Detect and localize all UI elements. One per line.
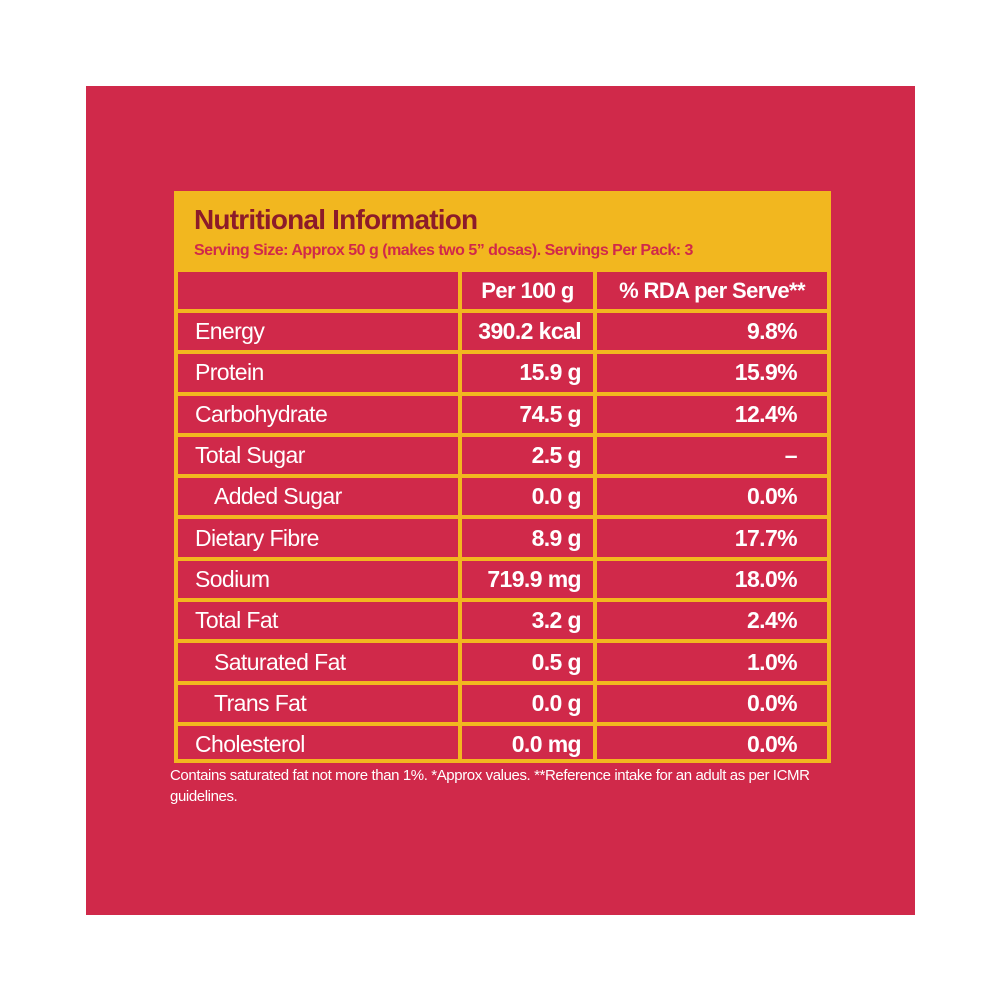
nutrient-name: Added Sugar <box>214 483 342 510</box>
table-row: Added Sugar 0.0 g 0.0% <box>178 474 827 516</box>
nutrient-name: Cholesterol <box>195 731 305 758</box>
nutrient-name: Sodium <box>195 565 270 592</box>
rda-value: 2.4% <box>593 602 827 640</box>
footnote: Contains saturated fat not more than 1%.… <box>170 767 810 805</box>
table-row: Saturated Fat 0.5 g 1.0% <box>178 639 827 681</box>
nutrient-name: Trans Fat <box>214 689 307 716</box>
per-100g-value: 15.9 g <box>458 354 593 392</box>
rda-value: 9.8% <box>593 313 827 351</box>
table-title: Nutritional Information <box>194 204 478 235</box>
nutrient-name: Protein <box>195 359 264 386</box>
per-100g-value: 0.0 mg <box>458 725 593 764</box>
table-row: Trans Fat 0.0 g 0.0% <box>178 680 827 722</box>
rda-value: 0.0% <box>593 725 827 764</box>
column-header-rda: % RDA per Serve** <box>593 272 827 309</box>
column-header-per-100g: Per 100 g <box>458 272 593 309</box>
table-row: Carbohydrate 74.5 g 12.4% <box>178 391 827 433</box>
table-row: Sodium 719.9 mg 18.0% <box>178 556 827 599</box>
nutrient-name: Saturated Fat <box>214 648 346 675</box>
rda-value: 15.9% <box>593 354 827 392</box>
per-100g-value: 74.5 g <box>458 395 593 433</box>
table-row: Total Sugar 2.5 g – <box>178 432 827 475</box>
per-100g-value: 3.2 g <box>458 602 593 640</box>
rda-value: 12.4% <box>593 395 827 433</box>
per-100g-value: 2.5 g <box>458 436 593 475</box>
table-row: Cholesterol 0.0 mg 0.0% <box>178 721 827 764</box>
rda-value: 0.0% <box>593 478 827 516</box>
rda-value: – <box>593 436 827 475</box>
nutrient-name: Energy <box>195 318 265 345</box>
nutrient-name: Dietary Fibre <box>195 524 319 551</box>
nutrition-table: Nutritional Information Serving Size: Ap… <box>174 191 831 764</box>
column-header-row: Per 100 g % RDA per Serve** <box>178 272 827 309</box>
per-100g-value: 390.2 kcal <box>458 313 593 351</box>
nutrient-name: Total Fat <box>195 607 278 634</box>
table-row: Dietary Fibre 8.9 g 17.7% <box>178 515 827 557</box>
table-row: Energy 390.2 kcal 9.8% <box>178 309 827 351</box>
per-100g-value: 8.9 g <box>458 519 593 557</box>
per-100g-value: 0.0 g <box>458 684 593 722</box>
rda-value: 1.0% <box>593 643 827 681</box>
rda-value: 18.0% <box>593 560 827 599</box>
empty-header-cell <box>178 272 458 309</box>
nutrient-name: Total Sugar <box>195 442 305 469</box>
rda-value: 17.7% <box>593 519 827 557</box>
per-100g-value: 0.0 g <box>458 478 593 516</box>
nutrient-name: Carbohydrate <box>195 400 328 427</box>
per-100g-value: 0.5 g <box>458 643 593 681</box>
serving-info: Serving Size: Approx 50 g (makes two 5” … <box>194 242 693 259</box>
per-100g-value: 719.9 mg <box>458 560 593 599</box>
table-row: Total Fat 3.2 g 2.4% <box>178 598 827 640</box>
table-body: Per 100 g % RDA per Serve** Energy 390.2 … <box>178 272 827 764</box>
label-panel: Nutritional Information Serving Size: Ap… <box>86 86 915 915</box>
table-row: Protein 15.9 g 15.9% <box>178 350 827 392</box>
rda-value: 0.0% <box>593 684 827 722</box>
table-header: Nutritional Information Serving Size: Ap… <box>178 195 827 272</box>
